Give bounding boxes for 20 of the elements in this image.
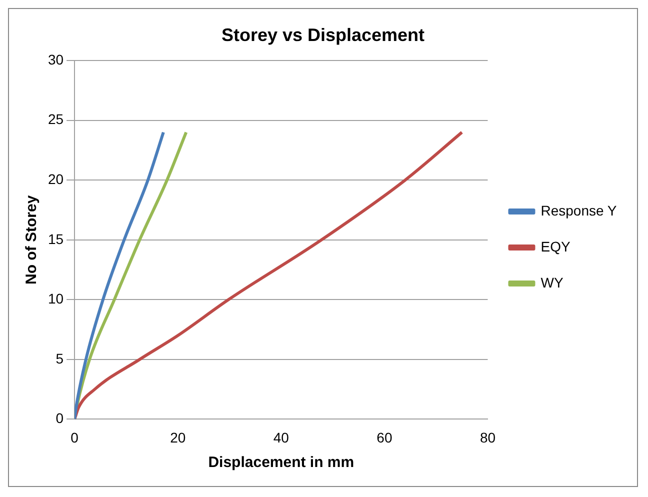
x-tick-label: 20: [170, 429, 186, 446]
legend-label: WY: [540, 274, 564, 290]
y-tick-label: 5: [56, 350, 64, 366]
y-tick-label: 30: [48, 51, 64, 68]
y-tick-label: 25: [48, 111, 64, 128]
x-tick-label: 60: [376, 429, 392, 446]
legend-label: Response Y: [540, 202, 618, 218]
y-tick-label: 10: [48, 290, 64, 307]
line-series: [74, 130, 165, 420]
y-tick-label: 20: [48, 170, 64, 187]
y-tick-label: 0: [56, 410, 64, 426]
y-axis-title: No of Storey: [23, 194, 40, 284]
x-tick-label: 80: [480, 429, 496, 446]
x-tick-label: 0: [70, 429, 79, 446]
line-series: [74, 130, 464, 420]
x-axis-title: Displacement in mm: [208, 454, 354, 472]
x-tick-label: 40: [273, 429, 290, 446]
legend-label: EQY: [540, 238, 571, 254]
chart-title: Storey vs Displacement: [221, 24, 425, 45]
y-tick-label: 15: [48, 230, 64, 247]
